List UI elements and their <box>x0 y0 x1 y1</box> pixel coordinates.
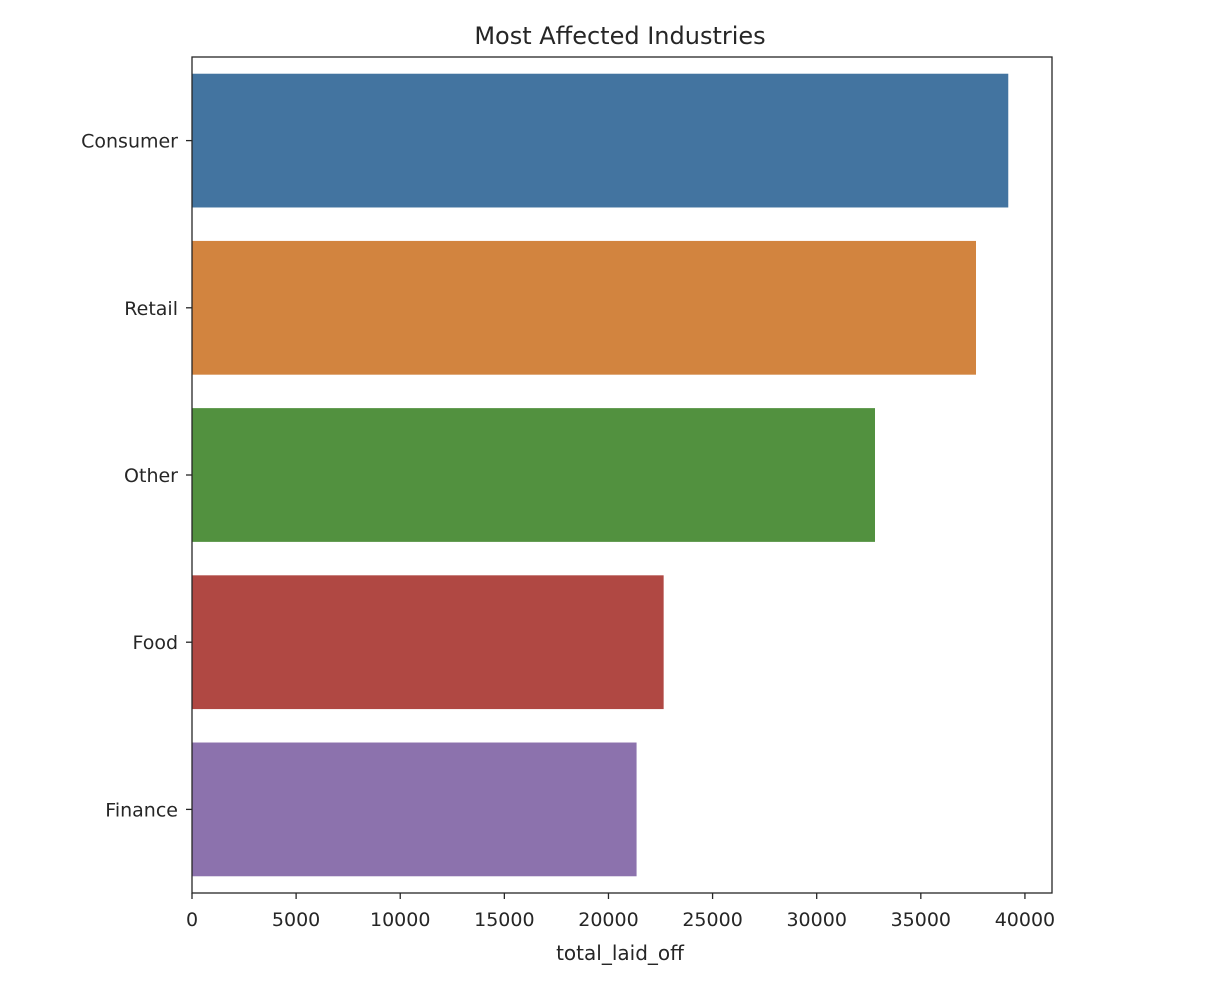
plot-frame <box>191 56 1053 894</box>
x-tick-label: 30000 <box>786 909 846 931</box>
bar-food <box>192 575 664 710</box>
bar-finance <box>192 742 637 877</box>
y-tick-label: Consumer <box>81 131 178 153</box>
chart-title: Most Affected Industries <box>474 22 765 50</box>
x-tick-label: 25000 <box>682 909 742 931</box>
x-tick-label: 40000 <box>995 909 1055 931</box>
y-tick-label: Finance <box>105 799 178 821</box>
y-axis: Consumer Retail Other Food Finance <box>81 131 192 821</box>
bar-other <box>192 408 876 542</box>
y-tick-label: Food <box>132 632 178 654</box>
y-tick-label: Other <box>124 465 178 487</box>
x-tick-label: 35000 <box>891 909 951 931</box>
y-tick-label: Retail <box>124 298 178 320</box>
bar-consumer <box>192 73 1009 208</box>
x-tick-label: 20000 <box>578 909 638 931</box>
x-tick-label: 10000 <box>370 909 430 931</box>
x-tick-label: 15000 <box>474 909 534 931</box>
x-tick-label: 5000 <box>272 909 320 931</box>
bars-layer <box>192 73 1009 877</box>
bar-retail <box>192 240 976 375</box>
x-axis: 0 5000 10000 15000 20000 25000 30000 35000 40000 <box>186 893 1055 931</box>
x-tick-label: 0 <box>186 909 198 931</box>
x-axis-label: total_laid_off <box>556 941 685 965</box>
